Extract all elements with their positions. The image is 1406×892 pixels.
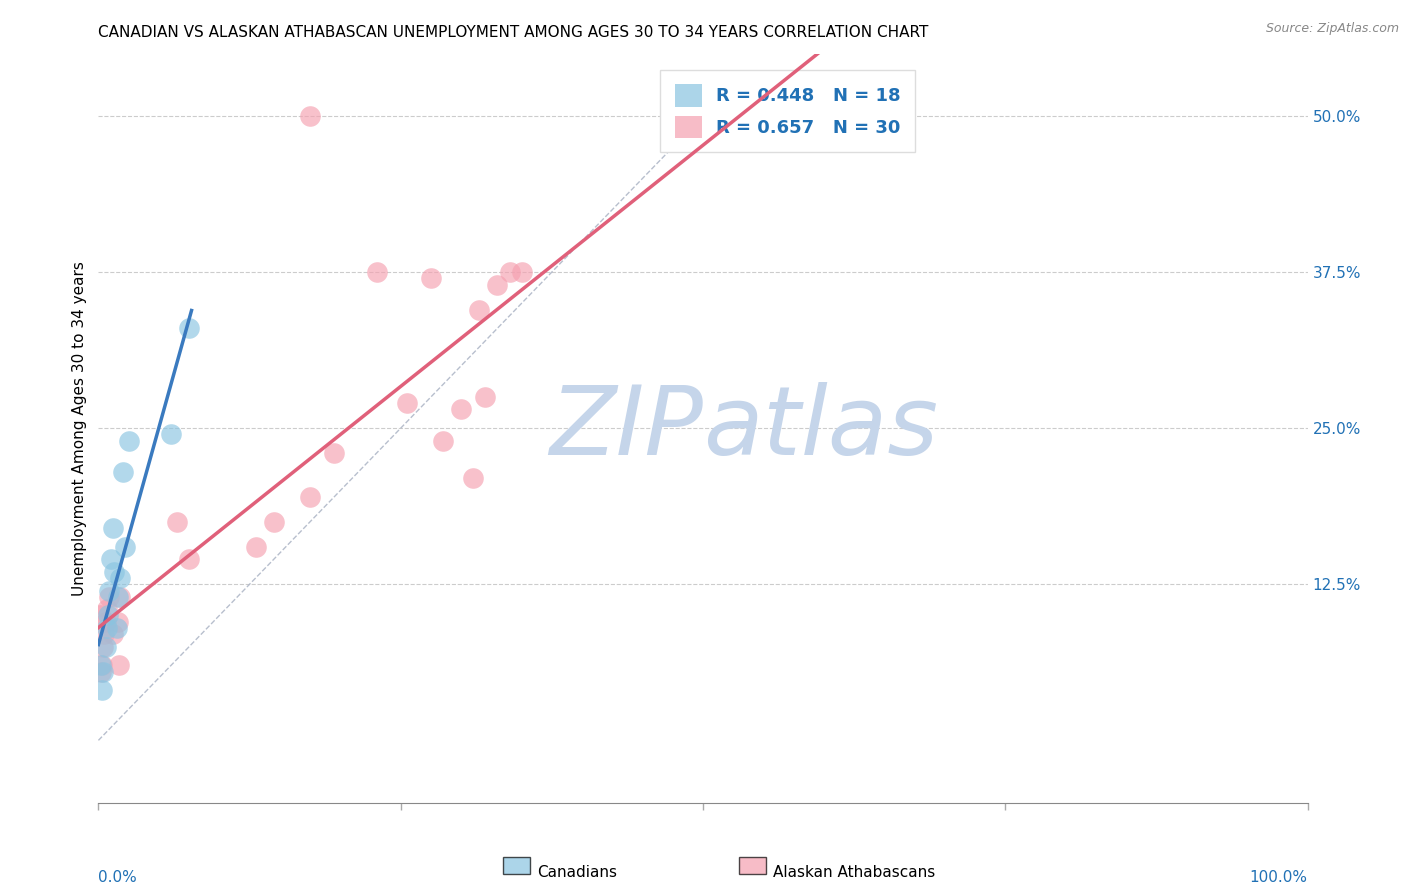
Text: Alaskan Athabascans: Alaskan Athabascans: [773, 865, 935, 880]
Point: [107, 590, 129, 604]
Point: [90, 665, 112, 679]
Text: Source: ZipAtlas.com: Source: ZipAtlas.com: [1265, 22, 1399, 36]
Text: atlas: atlas: [703, 382, 938, 475]
Text: 100.0%: 100.0%: [1250, 871, 1308, 885]
Point: [100, 552, 122, 566]
Y-axis label: Unemployment Among Ages 30 to 34 years: Unemployment Among Ages 30 to 34 years: [72, 260, 87, 596]
Point: [108, 571, 131, 585]
Point: [299, 490, 322, 504]
Point: [366, 265, 388, 279]
Point: [101, 627, 124, 641]
Point: [245, 540, 267, 554]
Point: [468, 302, 491, 317]
Point: [96, 621, 118, 635]
Point: [96, 602, 118, 616]
Point: [474, 390, 496, 404]
Point: [463, 471, 485, 485]
Point: [103, 565, 125, 579]
Point: [93, 627, 115, 641]
Point: [98, 583, 121, 598]
Point: [90, 658, 112, 673]
Legend: R = 0.448   N = 18, R = 0.657   N = 30: R = 0.448 N = 18, R = 0.657 N = 30: [661, 70, 915, 152]
Point: [89, 608, 111, 623]
Point: [114, 540, 136, 554]
Text: ZIP: ZIP: [550, 382, 703, 475]
Point: [510, 265, 533, 279]
Point: [323, 446, 346, 460]
Point: [179, 552, 201, 566]
Point: [91, 658, 114, 673]
Point: [498, 265, 520, 279]
Point: [97, 608, 120, 623]
Point: [179, 321, 201, 335]
Point: [108, 590, 131, 604]
Point: [395, 396, 418, 410]
Point: [420, 271, 443, 285]
Point: [118, 434, 141, 448]
Text: CANADIAN VS ALASKAN ATHABASCAN UNEMPLOYMENT AMONG AGES 30 TO 34 YEARS CORRELATIO: CANADIAN VS ALASKAN ATHABASCAN UNEMPLOYM…: [98, 25, 929, 40]
Point: [432, 434, 454, 448]
Point: [299, 109, 322, 123]
Point: [111, 465, 134, 479]
Point: [94, 640, 117, 654]
Text: Canadians: Canadians: [537, 865, 617, 880]
FancyBboxPatch shape: [503, 857, 530, 874]
Point: [91, 640, 114, 654]
Text: 0.0%: 0.0%: [98, 871, 138, 885]
Point: [108, 658, 131, 673]
Point: [263, 515, 285, 529]
Point: [160, 427, 183, 442]
Point: [166, 515, 188, 529]
Point: [101, 521, 124, 535]
Point: [94, 615, 117, 629]
Point: [91, 683, 114, 698]
Point: [107, 615, 129, 629]
Point: [98, 590, 121, 604]
Point: [486, 277, 509, 292]
Point: [105, 621, 128, 635]
Point: [91, 665, 114, 679]
FancyBboxPatch shape: [740, 857, 766, 874]
Point: [450, 402, 472, 417]
